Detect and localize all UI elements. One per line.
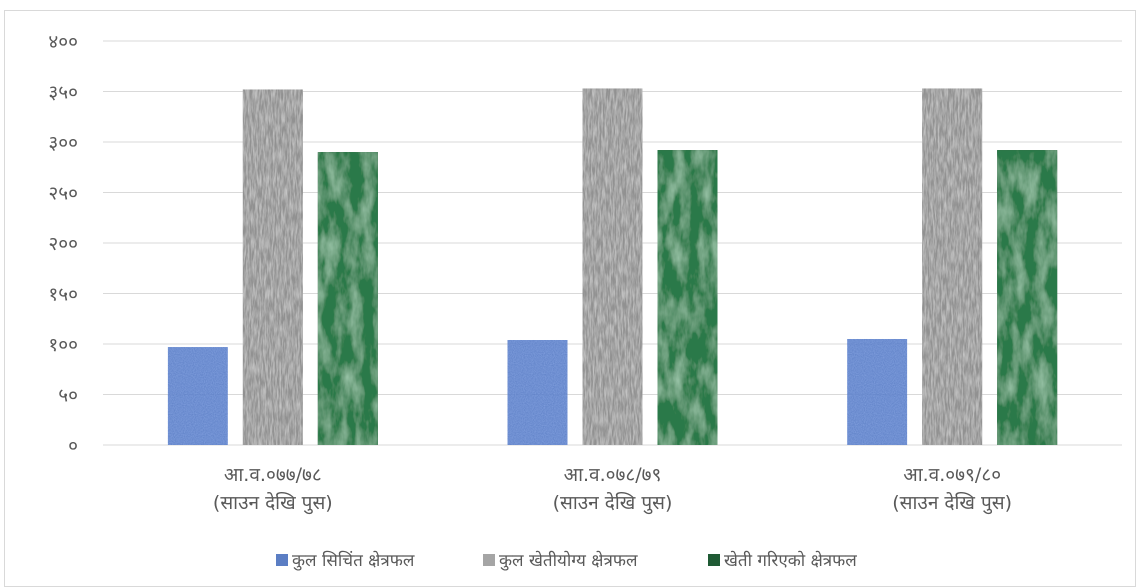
y-tick-label: १५० xyxy=(48,284,78,306)
legend-label: कुल सिचिंत क्षेत्रफल xyxy=(292,550,415,571)
legend-swatch xyxy=(483,554,495,566)
bars xyxy=(167,88,1058,445)
bar-1-3 xyxy=(847,338,908,445)
y-axis: ० ५० १०० १५० २०० २५० ३०० ३५० ४०० xyxy=(48,31,78,457)
x-tick-label: (साउन देखि पुस) xyxy=(553,491,673,515)
y-tick-label: ३०० xyxy=(48,132,78,154)
x-axis: आ.व.०७७/७८ (साउन देखि पुस) आ.व.०७८/७९ (साउन… xyxy=(213,464,1012,515)
bar-2-3 xyxy=(922,88,983,445)
bar-3-2 xyxy=(657,150,718,445)
x-tick-label: (साउन देखि पुस) xyxy=(892,491,1012,515)
bar-1-2 xyxy=(507,339,568,445)
x-tick-label: आ.व.०७७/७८ xyxy=(224,464,322,486)
legend-label: खेती गरिएको क्षेत्रफल xyxy=(724,550,857,571)
bar-3-3 xyxy=(997,150,1058,445)
legend-swatch xyxy=(276,554,288,566)
y-tick-label: ३५० xyxy=(48,82,78,104)
y-tick-label: २०० xyxy=(48,233,78,255)
bar-2-1 xyxy=(242,89,303,445)
y-tick-label: १०० xyxy=(48,334,78,356)
bar-2-2 xyxy=(582,88,643,445)
y-tick-label: ४०० xyxy=(48,31,78,53)
bar-3-1 xyxy=(317,152,378,445)
x-tick-label: (साउन देखि पुस) xyxy=(213,491,333,515)
bar-1-1 xyxy=(167,347,228,445)
y-tick-label: २५० xyxy=(48,183,78,205)
legend-label: कुल खेतीयोग्य क्षेत्रफल xyxy=(499,550,638,571)
y-tick-label: ० xyxy=(68,435,78,457)
legend-swatch xyxy=(708,554,720,566)
y-tick-label: ५० xyxy=(58,385,78,407)
legend: कुल सिचिंत क्षेत्रफल कुल खेतीयोग्य क्षेत्… xyxy=(276,550,857,571)
x-tick-label: आ.व.०७८/७९ xyxy=(564,464,662,486)
x-tick-label: आ.व.०७९/८० xyxy=(903,464,1001,486)
